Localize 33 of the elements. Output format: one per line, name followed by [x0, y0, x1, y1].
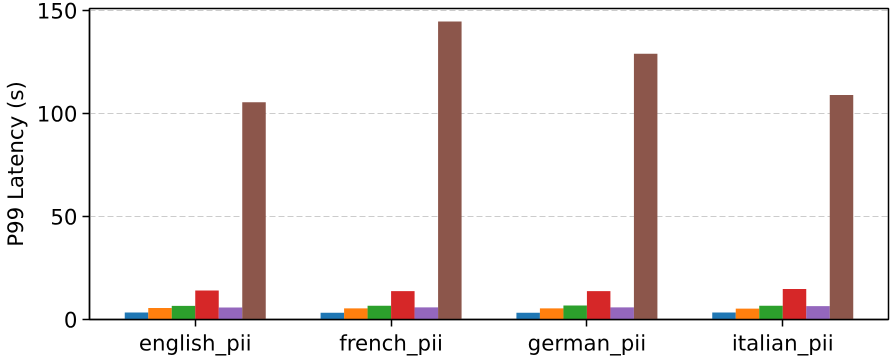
bar — [712, 312, 736, 320]
x-tick-label: italian_pii — [732, 332, 834, 356]
x-tick-label: german_pii — [528, 332, 646, 356]
bar — [172, 306, 196, 320]
y-tick-label: 50 — [50, 206, 78, 231]
bar — [782, 289, 806, 320]
bar — [218, 308, 242, 320]
y-tick-label: 100 — [36, 102, 78, 128]
bar — [148, 308, 172, 320]
bar — [634, 54, 658, 320]
bar — [540, 308, 564, 320]
bar — [736, 308, 760, 320]
bar — [320, 312, 344, 320]
bar — [242, 102, 266, 320]
bar — [759, 306, 783, 320]
bar — [438, 21, 462, 320]
bar — [344, 308, 368, 320]
bar — [124, 312, 148, 320]
bar — [414, 307, 438, 320]
bar — [391, 291, 415, 320]
bar — [586, 291, 610, 320]
bar — [516, 312, 540, 320]
bar — [195, 290, 219, 320]
x-tick-label: french_pii — [339, 332, 443, 356]
bar — [830, 95, 854, 320]
y-tick-label: 150 — [36, 0, 78, 25]
bar — [368, 306, 392, 320]
y-tick-label: 0 — [64, 308, 78, 334]
bar — [563, 305, 587, 320]
bar — [610, 307, 634, 320]
bar — [806, 306, 830, 320]
y-axis-title: P99 Latency (s) — [4, 81, 29, 247]
x-tick-label: english_pii — [138, 332, 252, 356]
